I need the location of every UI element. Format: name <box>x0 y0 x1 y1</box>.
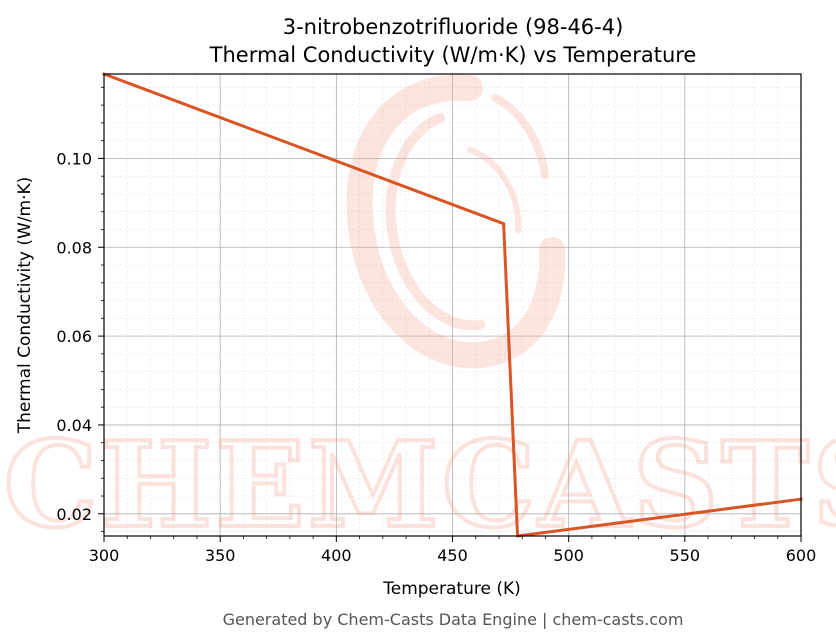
watermark-text: CHEMCASTS <box>4 415 836 554</box>
chart-title: 3-nitrobenzotrifluoride (98-46-4) <box>283 15 624 39</box>
x-tick-label: 500 <box>553 546 584 565</box>
series-line <box>102 72 803 538</box>
y-tick-label: 0.02 <box>56 505 92 524</box>
x-axis-label: Temperature (K) <box>382 579 521 599</box>
axis-ticks <box>98 86 802 542</box>
x-tick-label: 550 <box>670 546 701 565</box>
footer-credit: Generated by Chem-Casts Data Engine | ch… <box>223 610 684 629</box>
x-tick-label: 450 <box>437 546 468 565</box>
x-tick-label: 350 <box>205 546 236 565</box>
watermark-logo-swirl <box>346 74 566 369</box>
series-layer <box>102 72 803 538</box>
y-tick-label: 0.04 <box>56 416 92 435</box>
y-tick-label: 0.08 <box>56 238 92 257</box>
y-tick-label: 0.10 <box>56 149 92 168</box>
x-tick-label: 300 <box>89 546 120 565</box>
y-axis-label: Thermal Conductivity (W/m·K) <box>15 177 35 435</box>
y-tick-label: 0.06 <box>56 327 92 346</box>
plot-frame <box>103 73 802 537</box>
x-tick-label: 400 <box>321 546 352 565</box>
chart-subtitle: Thermal Conductivity (W/m·K) vs Temperat… <box>209 43 697 67</box>
watermark: CHEMCASTS <box>2 74 836 556</box>
tick-labels: 300 350 400 450 500 550 600 0.02 0.04 0.06 0.08 0.1… <box>56 149 816 565</box>
x-tick-label: 600 <box>786 546 817 565</box>
